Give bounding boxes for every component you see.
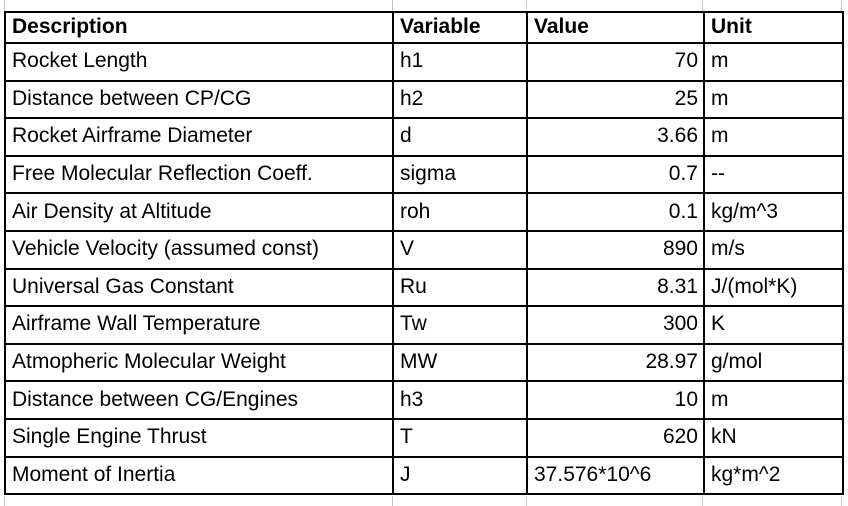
gridline (702, 496, 703, 506)
cell-description[interactable]: Rocket Airframe Diameter (4, 117, 394, 157)
cell-unit[interactable]: m (703, 79, 844, 120)
cell-value[interactable]: 620 (526, 417, 705, 458)
cell-unit[interactable]: m (703, 380, 844, 420)
header-row: Description Variable Value Unit (4, 11, 844, 44)
column-header-description[interactable]: Description (4, 11, 394, 44)
cell-description[interactable]: Air Density at Altitude (4, 192, 394, 232)
cell-variable[interactable]: roh (392, 192, 528, 232)
cell-value[interactable]: 25 (526, 79, 705, 120)
cell-variable[interactable]: d (392, 117, 528, 157)
gridline (702, 0, 703, 11)
table-row: Distance between CP/CG h2 25 m (4, 79, 844, 120)
cell-variable[interactable]: h1 (392, 42, 528, 82)
cell-variable[interactable]: MW (392, 342, 528, 383)
cell-description[interactable]: Universal Gas Constant (4, 267, 394, 308)
cell-description[interactable]: Vehicle Velocity (assumed const) (4, 229, 394, 270)
table-row: Distance between CG/Engines h3 10 m (4, 380, 844, 420)
cell-value[interactable]: 70 (526, 42, 705, 82)
cell-value[interactable]: 3.66 (526, 117, 705, 157)
cell-variable[interactable]: Ru (392, 267, 528, 308)
cell-unit[interactable]: kN (703, 417, 844, 458)
column-header-variable[interactable]: Variable (392, 11, 528, 44)
cell-unit[interactable]: kg*m^2 (703, 455, 844, 496)
gridline (4, 496, 5, 506)
cell-variable[interactable]: sigma (392, 154, 528, 195)
gridline (526, 496, 527, 506)
table-row: Rocket Airframe Diameter d 3.66 m (4, 117, 844, 157)
cell-value[interactable]: 10 (526, 380, 705, 420)
table-row: Moment of Inertia J 37.576*10^6 kg*m^2 (4, 455, 844, 496)
column-header-unit[interactable]: Unit (703, 11, 844, 44)
cell-description[interactable]: Rocket Length (4, 42, 394, 82)
cell-variable[interactable]: h3 (392, 380, 528, 420)
table-row: Airframe Wall Temperature Tw 300 K (4, 305, 844, 345)
gridline (841, 0, 842, 11)
cell-variable[interactable]: T (392, 417, 528, 458)
cell-description[interactable]: Moment of Inertia (4, 455, 394, 496)
gridline (4, 0, 5, 11)
cell-unit[interactable]: K (703, 305, 844, 345)
gridline (392, 0, 393, 11)
parameters-table: Description Variable Value Unit Rocket L… (4, 11, 844, 496)
gridline (841, 496, 842, 506)
cell-value[interactable]: 8.31 (526, 267, 705, 308)
cell-description[interactable]: Single Engine Thrust (4, 417, 394, 458)
cell-description[interactable]: Distance between CP/CG (4, 79, 394, 120)
cell-description[interactable]: Distance between CG/Engines (4, 380, 394, 420)
cell-description[interactable]: Atmopheric Molecular Weight (4, 342, 394, 383)
cell-unit[interactable]: kg/m^3 (703, 192, 844, 232)
cell-variable[interactable]: J (392, 455, 528, 496)
table-row: Rocket Length h1 70 m (4, 42, 844, 82)
cell-description[interactable]: Airframe Wall Temperature (4, 305, 394, 345)
cell-value[interactable]: 300 (526, 305, 705, 345)
cell-unit[interactable]: m (703, 117, 844, 157)
table-row: Free Molecular Reflection Coeff. sigma 0.7… (4, 154, 844, 195)
cell-unit[interactable]: g/mol (703, 342, 844, 383)
column-header-value[interactable]: Value (526, 11, 705, 44)
cell-value[interactable]: 37.576*10^6 (526, 455, 705, 496)
gridline (392, 496, 393, 506)
cell-unit[interactable]: -- (703, 154, 844, 195)
cell-value[interactable]: 0.1 (526, 192, 705, 232)
table-row: Single Engine Thrust T 620 kN (4, 417, 844, 458)
cell-value[interactable]: 0.7 (526, 154, 705, 195)
cell-variable[interactable]: h2 (392, 79, 528, 120)
cell-unit[interactable]: m/s (703, 229, 844, 270)
cell-value[interactable]: 890 (526, 229, 705, 270)
cell-unit[interactable]: J/(mol*K) (703, 267, 844, 308)
gridline (526, 0, 527, 11)
cell-variable[interactable]: V (392, 229, 528, 270)
table-row: Vehicle Velocity (assumed const) V 890 m/s (4, 229, 844, 270)
cell-unit[interactable]: m (703, 42, 844, 82)
table-body: Rocket Length h1 70 m Distance between CP/CG… (4, 42, 844, 496)
table-row: Air Density at Altitude roh 0.1 kg/m^3 (4, 192, 844, 232)
cell-variable[interactable]: Tw (392, 305, 528, 345)
table-row: Universal Gas Constant Ru 8.31 J/(mol*K) (4, 267, 844, 308)
cell-description[interactable]: Free Molecular Reflection Coeff. (4, 154, 394, 195)
table-row: Atmopheric Molecular Weight MW 28.97 g/mol (4, 342, 844, 383)
cell-value[interactable]: 28.97 (526, 342, 705, 383)
